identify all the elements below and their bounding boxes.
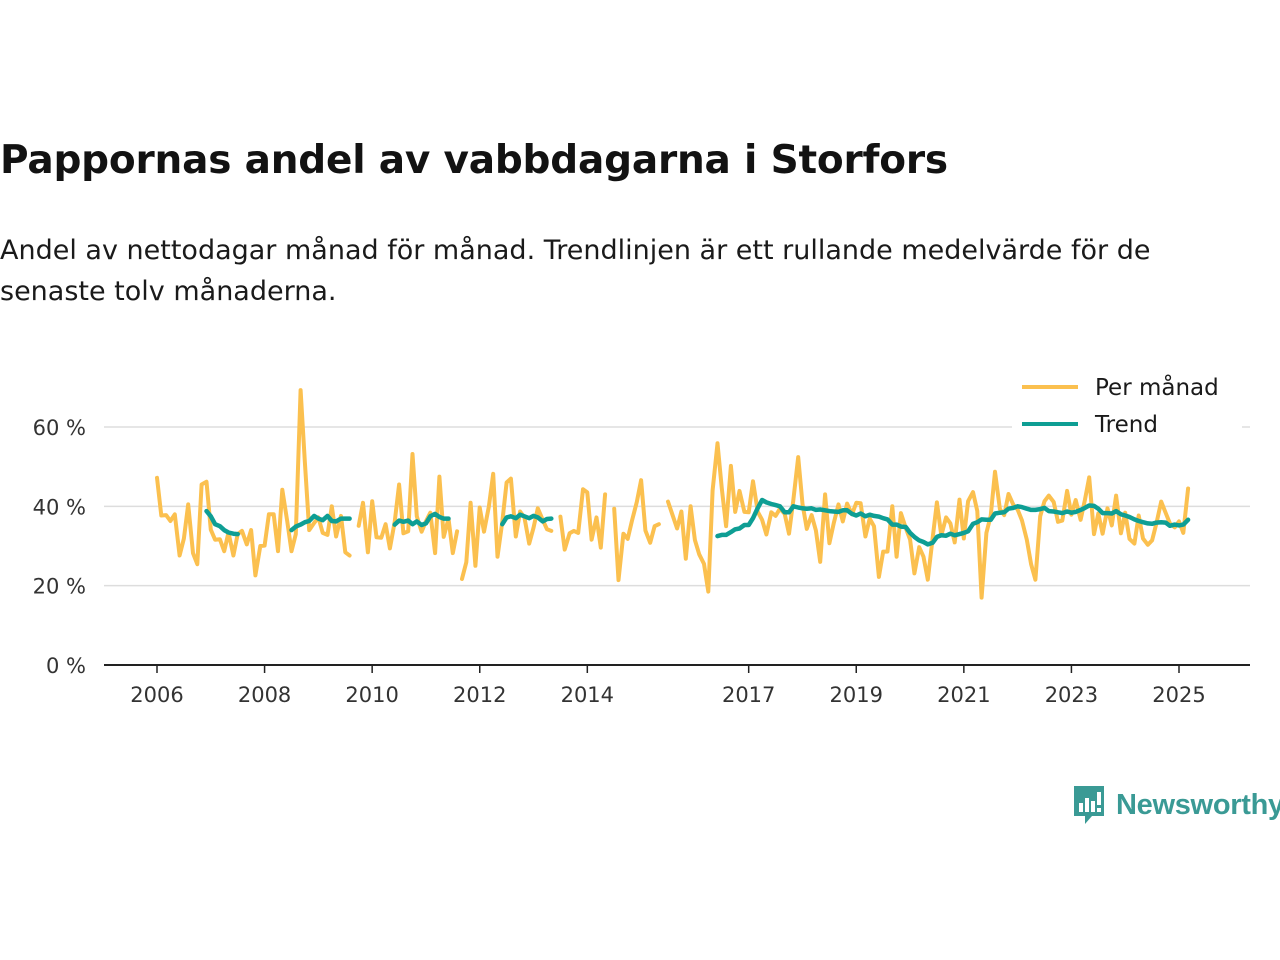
series-line-monthly	[356, 452, 460, 556]
series-line-monthly	[460, 471, 554, 581]
legend-label-trend: Trend	[1094, 412, 1158, 438]
x-tick-label: 2019	[830, 683, 883, 707]
series-line-monthly	[612, 478, 661, 583]
y-tick-label: 0 %	[46, 654, 86, 678]
x-tick-label: 2017	[722, 683, 775, 707]
legend: Per månad Trend	[1012, 368, 1242, 442]
x-tick-label: 2008	[238, 683, 291, 707]
x-tick-label: 2023	[1045, 683, 1098, 707]
x-tick-label: 2014	[561, 683, 614, 707]
chart-subtitle: Andel av nettodagar månad för månad. Tre…	[0, 235, 1151, 307]
series-line-monthly	[155, 388, 352, 578]
newsworthy-logo: Newsworthy	[1072, 784, 1280, 826]
series-line-monthly	[666, 441, 1191, 600]
series-line-trend	[500, 512, 554, 527]
y-tick-label: 40 %	[33, 495, 86, 519]
x-tick-label: 2021	[937, 683, 990, 707]
series-line-monthly	[558, 487, 608, 552]
y-tick-label: 20 %	[33, 575, 86, 599]
series-lines	[155, 388, 1191, 600]
legend-background	[1012, 368, 1242, 442]
x-tick-label: 2012	[453, 683, 506, 707]
newsworthy-logo-icon	[1074, 786, 1104, 824]
brand-name: Newsworthy	[1116, 788, 1280, 821]
x-tick-label: 2010	[345, 683, 398, 707]
y-axis-ticks: 0 % 20 % 40 % 60 %	[33, 416, 86, 678]
y-tick-label: 60 %	[33, 416, 86, 440]
x-tick-label: 2025	[1152, 683, 1205, 707]
x-axis: 2006 2008 2010 2012 2014 2017 2019 2021 2023 2025	[104, 664, 1250, 707]
x-tick-label: 2006	[130, 683, 183, 707]
legend-label-monthly: Per månad	[1095, 373, 1219, 401]
series-line-trend	[392, 511, 451, 528]
series-line-trend	[289, 513, 352, 533]
chart-title: Pappornas andel av vabbdagarna i Storfor…	[0, 138, 948, 183]
series-line-trend	[204, 508, 240, 537]
series-line-trend	[715, 497, 1191, 547]
